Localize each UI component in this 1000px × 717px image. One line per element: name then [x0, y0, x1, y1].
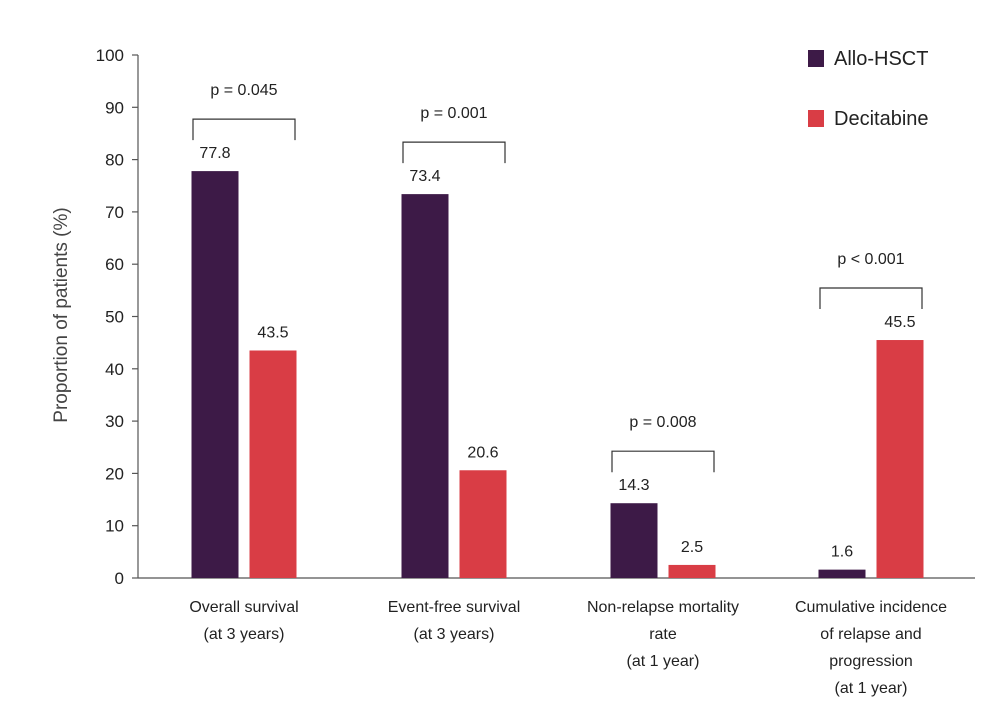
bar-allo-hsct-1	[401, 194, 449, 579]
y-tick-label: 10	[105, 517, 124, 536]
data-label: 73.4	[409, 168, 440, 185]
y-tick-label: 40	[105, 360, 124, 379]
legend: Allo-HSCT Decitabine	[808, 48, 929, 130]
x-category-label: Non-relapse mortality	[587, 599, 739, 616]
data-label: 20.6	[467, 444, 498, 461]
y-tick-label: 0	[115, 569, 124, 588]
x-category-label: (at 3 years)	[414, 626, 495, 643]
bar-decitabine-3	[876, 340, 924, 578]
p-value-label: p < 0.001	[837, 251, 904, 268]
y-tick-label: 80	[105, 151, 124, 170]
y-tick-label: 90	[105, 98, 124, 117]
bar-decitabine-0	[249, 350, 297, 578]
x-category-label: Event-free survival	[388, 599, 521, 616]
p-value-label: p = 0.008	[629, 414, 696, 431]
data-label: 1.6	[831, 544, 853, 561]
category-labels: Overall survival (at 3 years) Event-free s…	[189, 599, 947, 697]
p-value-bracket	[819, 287, 923, 310]
p-value-bracket	[402, 141, 506, 164]
legend-swatch-allo-hsct	[808, 50, 824, 67]
bar-allo-hsct-2	[610, 503, 658, 578]
bar-allo-hsct-3	[818, 569, 866, 578]
y-tick-label: 50	[105, 308, 124, 327]
y-axis-title: Proportion of patients (%)	[51, 207, 72, 422]
data-label: 14.3	[618, 477, 649, 494]
y-tick-label: 70	[105, 203, 124, 222]
y-tick-label: 100	[96, 46, 124, 65]
y-tick-label: 20	[105, 464, 124, 483]
data-label: 2.5	[681, 539, 703, 556]
x-category-label: Cumulative incidence	[795, 599, 947, 616]
bar-decitabine-2	[668, 564, 716, 578]
x-category-label: (at 1 year)	[835, 680, 908, 697]
p-value-bracket	[611, 450, 715, 473]
x-category-label: Overall survival	[189, 599, 298, 616]
p-value-label: p = 0.045	[210, 82, 277, 99]
y-tick-label: 60	[105, 255, 124, 274]
data-label: 45.5	[884, 314, 915, 331]
x-category-label: rate	[649, 626, 677, 643]
p-value-bracket	[192, 118, 296, 141]
y-axis: 0 10 20 30 40 50 60 70 80 90 100	[96, 46, 139, 588]
x-category-label: progression	[829, 653, 913, 670]
p-value-label: p = 0.001	[420, 105, 487, 122]
bars: 77.8 73.4 14.3 1.6 43.5 20.6 2.5 45.5	[191, 145, 924, 579]
legend-swatch-decitabine	[808, 110, 824, 127]
data-label: 43.5	[257, 324, 288, 341]
bar-decitabine-1	[459, 470, 507, 578]
significance-brackets: p = 0.045 p = 0.001 p = 0.008 p < 0.001	[192, 82, 923, 473]
legend-label: Decitabine	[834, 108, 929, 130]
legend-label: Allo-HSCT	[834, 48, 928, 70]
x-category-label: (at 1 year)	[627, 653, 700, 670]
x-category-label: (at 3 years)	[204, 626, 285, 643]
data-label: 77.8	[199, 145, 230, 162]
bar-allo-hsct-0	[191, 171, 239, 578]
x-category-label: of relapse and	[820, 626, 921, 643]
y-tick-label: 30	[105, 412, 124, 431]
